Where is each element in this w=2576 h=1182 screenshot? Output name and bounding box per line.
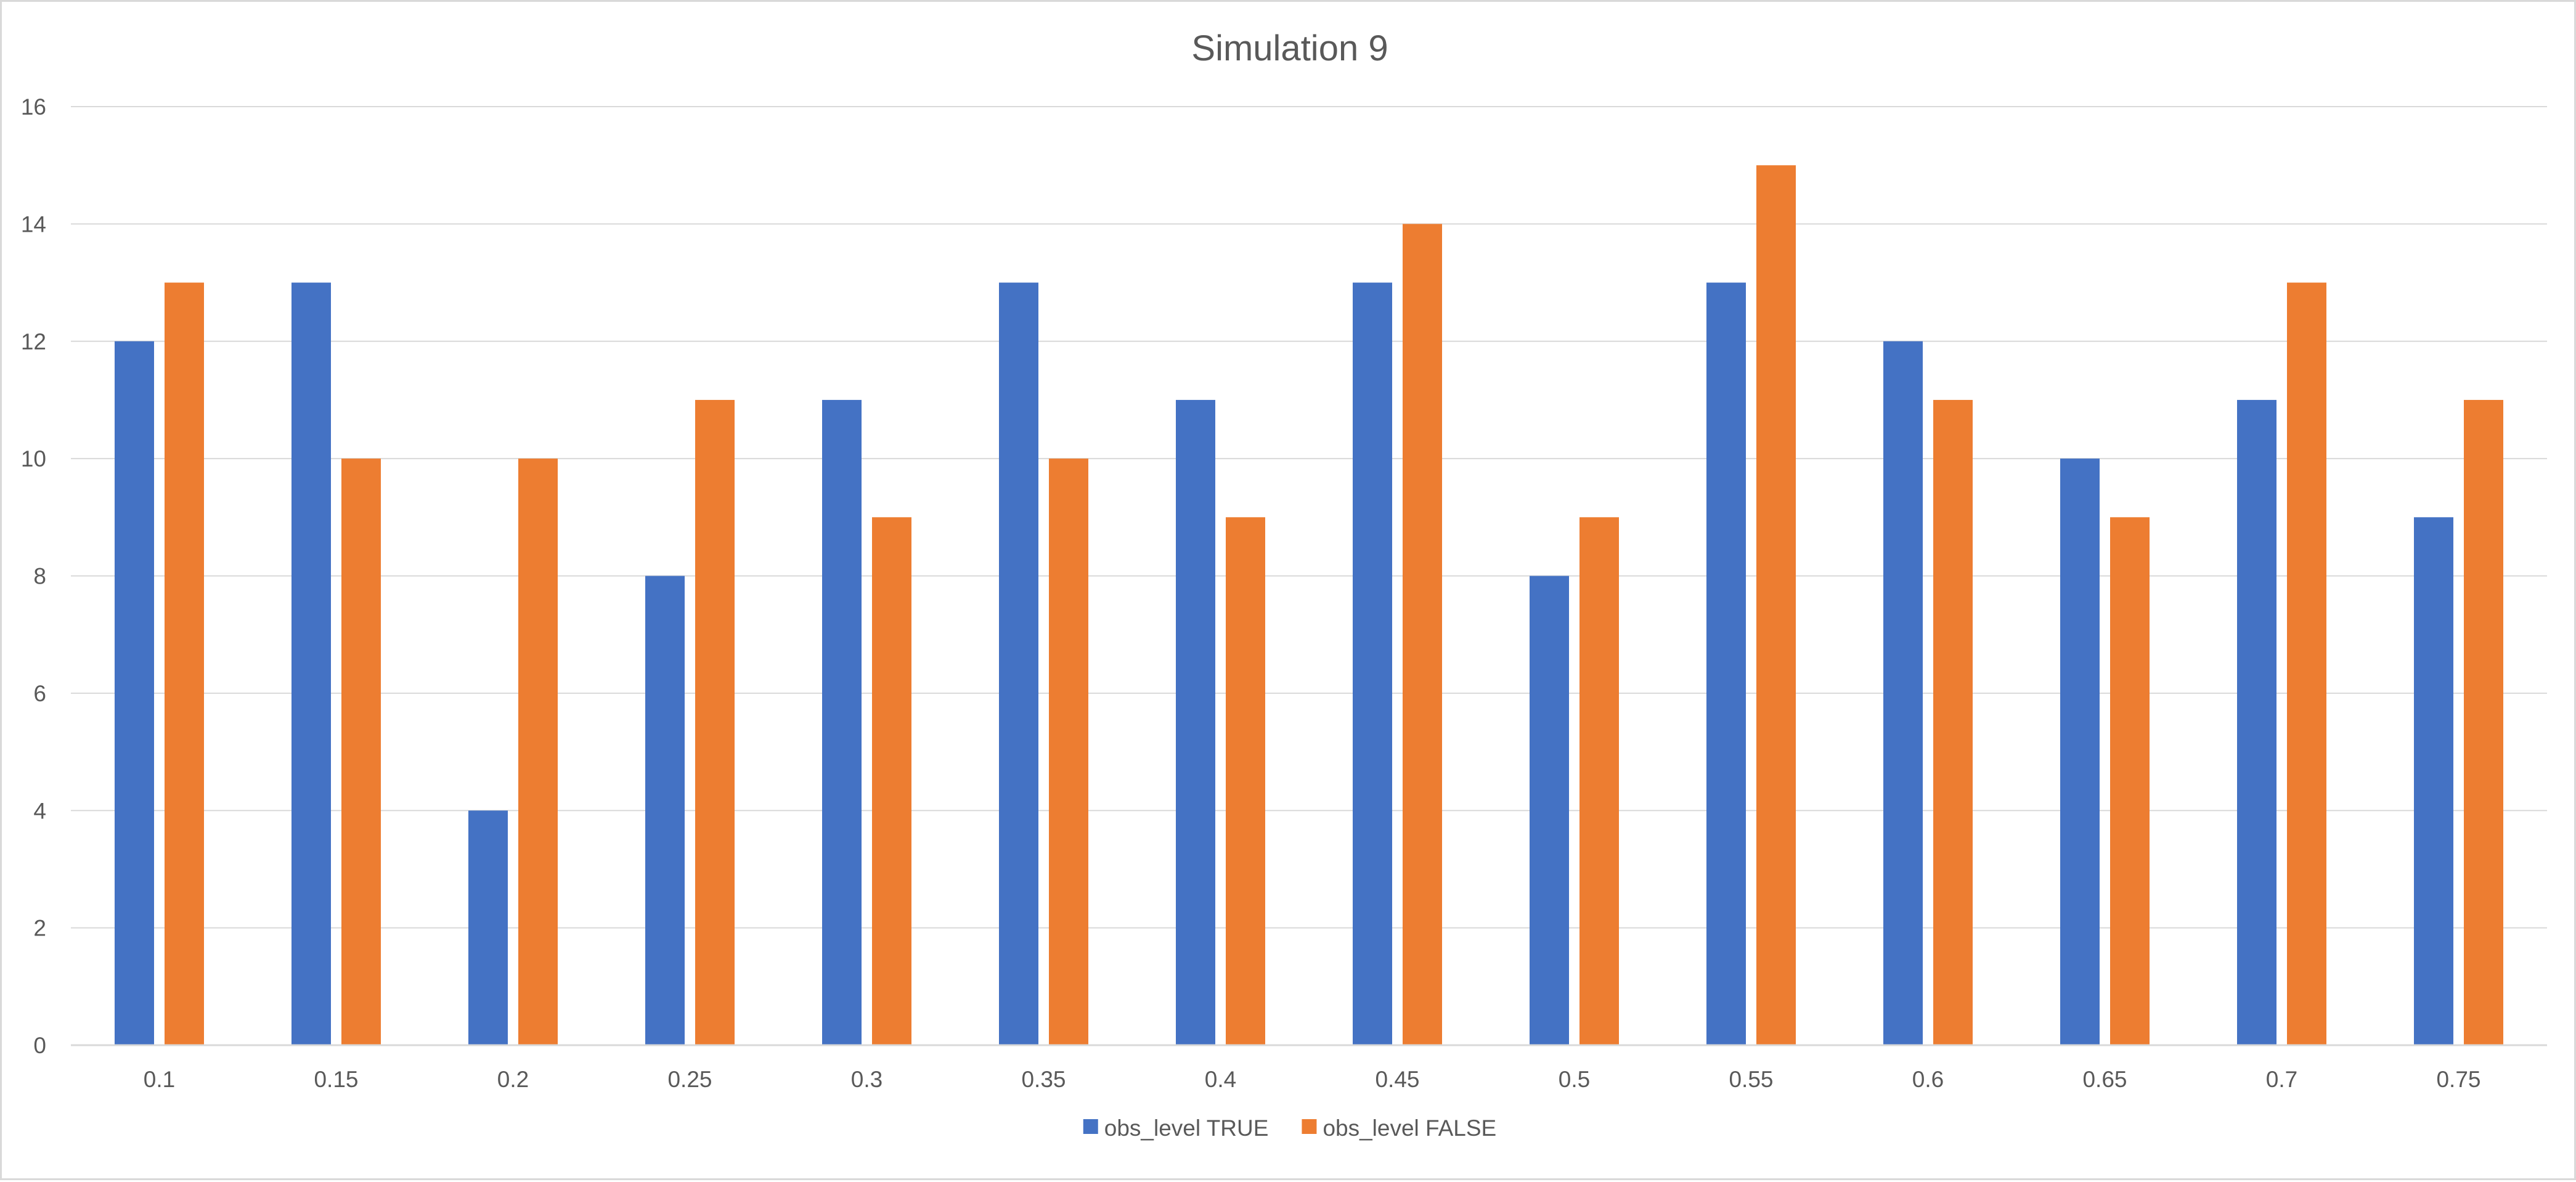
bar-series-1 [115,341,154,1045]
y-tick-label: 16 [21,94,46,120]
bar-series-2 [518,459,558,1045]
x-tick-label: 0.5 [1559,1067,1590,1092]
y-tick-label: 10 [21,446,46,471]
y-tick-label: 2 [33,916,46,941]
x-tick-label: 0.3 [851,1067,882,1092]
bar-series-1 [1706,282,1746,1045]
x-tick-label: 0.2 [497,1067,529,1092]
legend-label: obs_level FALSE [1323,1115,1496,1141]
y-tick-label: 12 [21,329,46,354]
y-tick-label: 6 [33,681,46,706]
chart-title: Simulation 9 [1191,28,1388,68]
x-tick-label: 0.55 [1729,1067,1773,1092]
x-tick-label: 0.25 [667,1067,712,1092]
y-tick-label: 14 [21,211,46,237]
bar-series-2 [1226,517,1265,1045]
x-tick-label: 0.15 [314,1067,358,1092]
x-tick-label: 0.65 [2082,1067,2127,1092]
x-tick-label: 0.45 [1375,1067,1419,1092]
bar-series-2 [2464,399,2503,1045]
bar-series-2 [695,399,735,1045]
legend-swatch [1302,1119,1317,1134]
bar-series-2 [2287,282,2326,1045]
bar-series-1 [291,282,331,1045]
bar-series-1 [2414,517,2453,1045]
y-axis-ticks: 0 2 4 6 8 10 12 14 16 [21,94,46,1058]
bar-series-1 [1353,282,1392,1045]
bar-series-1 [645,576,685,1045]
bar-series-1 [822,399,862,1045]
gridlines [71,106,2547,929]
legend-swatch [1083,1119,1098,1134]
x-tick-label: 0.35 [1021,1067,1066,1092]
bar-series-1 [1176,399,1215,1045]
x-tick-label: 0.4 [1205,1067,1236,1092]
legend: obs_level TRUE obs_level FALSE [1083,1115,1496,1141]
bar-series-2 [1933,399,1973,1045]
bar-series-1 [2060,459,2100,1045]
bar-series-2 [1756,165,1796,1045]
bar-series-1 [2237,399,2276,1045]
x-axis-ticks: 0.1 0.15 0.2 0.25 0.3 0.35 0.4 0.45 0.5 0.55 0.6 0.… [144,1067,2481,1092]
bar-series-1 [999,282,1038,1045]
x-tick-label: 0.75 [2436,1067,2480,1092]
bar-series-1 [1530,576,1569,1045]
x-tick-label: 0.7 [2266,1067,2297,1092]
bar-series-2 [1049,459,1088,1045]
bar-series-2 [165,282,204,1045]
bars [115,165,2503,1045]
y-tick-label: 8 [33,564,46,589]
y-tick-label: 4 [33,798,46,823]
bar-series-2 [872,517,911,1045]
bar-series-2 [1579,517,1619,1045]
bar-series-1 [1883,341,1923,1045]
x-tick-label: 0.1 [144,1067,175,1092]
bar-series-2 [1403,224,1442,1045]
bar-series-1 [468,810,508,1045]
bar-series-2 [341,459,381,1045]
bar-series-2 [2110,517,2150,1045]
legend-label: obs_level TRUE [1104,1115,1269,1141]
y-tick-label: 0 [33,1033,46,1058]
x-tick-label: 0.6 [1912,1067,1944,1092]
